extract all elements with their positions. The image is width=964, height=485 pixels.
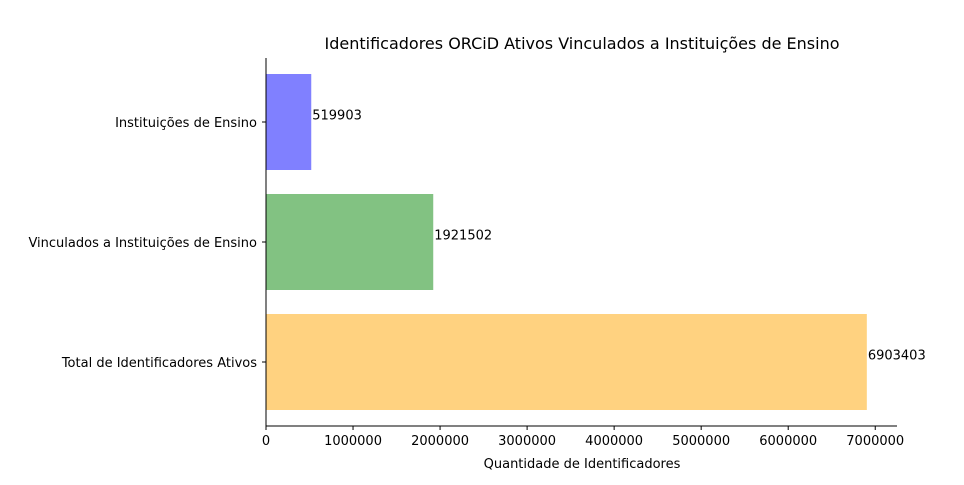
x-tick-label-3: 2000000 (411, 434, 469, 449)
x-tick-label-7: 6000000 (759, 434, 817, 449)
x-tick-label-2: 1000000 (324, 434, 382, 449)
bar-3 (266, 74, 312, 170)
axes-layer: Total de Identificadores Ativos Vinculado… (28, 58, 904, 449)
data-label-2: 1921502 (434, 229, 492, 244)
y-tick-label-1: Total de Identificadores Ativos (61, 356, 257, 371)
x-tick-label-8: 7000000 (846, 434, 904, 449)
chart-title: Identificadores ORCiD Ativos Vinculados … (325, 34, 840, 53)
bar-2 (266, 194, 434, 290)
y-tick-label-2: Vinculados a Instituições de Ensino (28, 236, 257, 251)
data-label-3: 519903 (312, 109, 362, 124)
x-tick-label-4: 3000000 (498, 434, 556, 449)
y-tick-label-3: Instituições de Ensino (115, 116, 257, 131)
data-label-1: 6903403 (868, 349, 926, 364)
x-tick-label-1: 0 (262, 434, 270, 449)
x-tick-label-5: 4000000 (585, 434, 643, 449)
x-axis-label: Quantidade de Identificadores (484, 457, 681, 472)
bars-layer: 6903403 1921502 519903 (266, 74, 926, 410)
bar-1 (266, 314, 867, 410)
x-tick-label-6: 5000000 (672, 434, 730, 449)
